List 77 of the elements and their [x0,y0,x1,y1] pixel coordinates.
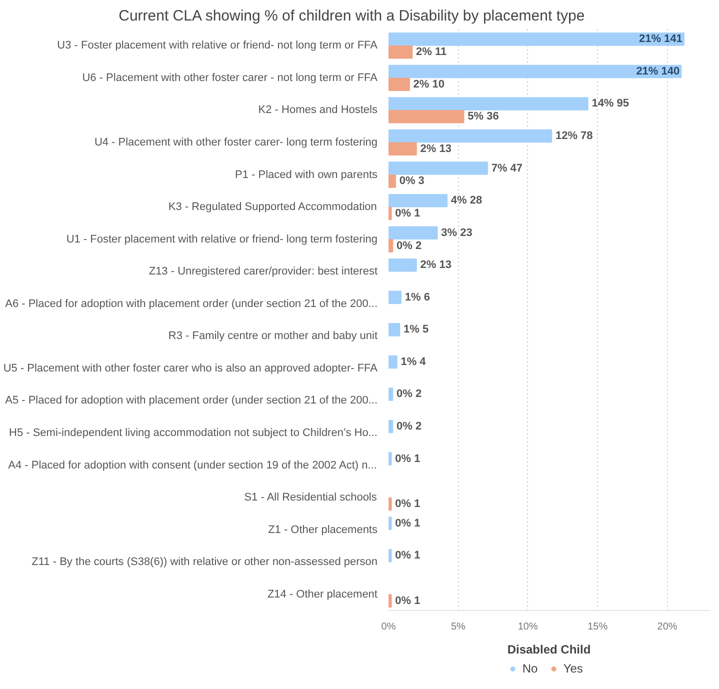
data-label: 3% 23 [441,226,472,239]
y-tick-label: Z13 - Unregistered carer/provider: best interest [148,266,378,278]
bar [388,194,448,208]
data-label: 1% 5 [404,324,429,336]
data-label: 0% 2 [396,420,422,433]
y-tick-label: U6 - Placement with other foster carer - not long term or FFA [82,72,378,84]
data-label: 0% 1 [395,550,420,562]
legend-label: Yes [563,662,584,676]
x-tick-label: 20% [657,622,678,632]
data-label: 21% 141 [638,33,682,46]
x-tick-label: 15% [588,622,608,632]
y-tick-label: K2 - Homes and Hostels [258,104,378,116]
bar [388,78,410,92]
bar [388,206,392,220]
y-tick-label: U5 - Placement with other foster carer who is also an approved adopter- FFA [3,362,378,374]
data-label: 12% 78 [555,130,593,142]
bar [388,420,394,434]
bar [388,110,464,124]
data-label: 0% 3 [399,175,424,188]
data-label: 1% 4 [400,356,427,368]
chart-title: Current CLA showing % of children with a Disability by placement type [118,8,585,24]
data-label: 7% 47 [491,162,523,174]
bar [388,355,398,369]
bar [388,174,396,188]
bar [388,323,400,336]
y-tick-label: Z1 - Other placements [268,524,378,536]
data-label: 2% 13 [420,259,452,272]
data-label: 0% 1 [395,517,420,530]
data-label: 2% 11 [416,46,447,58]
bar [388,226,438,240]
bar [388,142,417,156]
x-tick-label: 0% [381,622,396,632]
data-label: 0% 1 [395,498,420,510]
data-label: 0% 2 [396,240,422,252]
bar [388,32,685,46]
y-tick-label: A6 - Placed for adoption with placement order (under section 21 of the 200... [5,298,378,310]
bar [388,64,682,78]
y-tick-label: Z11 - By the courts (S38(6)) with relative or other non-assessed person [32,556,378,568]
bar [388,162,488,175]
bar [388,516,392,530]
bar [388,548,392,562]
data-label: 21% 140 [636,65,680,78]
bar [388,497,392,511]
bar [388,129,552,143]
y-tick-label: U3 - Foster placement with relative or friend- not long term or FFA [57,40,378,52]
x-tick-label: 5% [450,622,466,632]
y-tick-label: Z14 - Other placement [267,588,378,600]
y-tick-label: U4 - Placement with other foster carer- long term fostering [94,136,378,148]
data-label: 4% 28 [450,194,482,207]
bar [388,290,402,304]
y-tick-label: U1 - Foster placement with relative or friend- long term fostering [66,233,378,246]
bar [388,97,588,110]
bar [388,258,417,272]
data-label: 0% 2 [396,388,422,400]
data-label: 2% 10 [413,78,444,90]
bar [388,239,394,252]
data-label: 1% 6 [404,291,430,304]
y-tick-label: S1 - All Residential schools [244,492,378,504]
y-tick-label: R3 - Family centre or mother and baby unit [168,330,378,342]
bar [388,388,394,401]
bar [388,452,392,466]
bar [388,45,413,59]
y-tick-label: P1 - Placed with own parents [235,168,378,181]
x-tick-label: 10% [518,622,538,632]
y-tick-label: A4 - Placed for adoption with consent (under section 19 of the 2002 Act) n... [8,459,377,472]
data-label: 0% 1 [395,207,420,220]
data-label: 2% 13 [420,142,452,155]
legend-label: No [522,662,539,676]
data-label: 5% 36 [468,110,499,123]
data-label: 0% 1 [395,594,420,607]
y-tick-label: K3 - Regulated Supported Accommodation [168,201,377,214]
bar [388,594,392,608]
data-label: 14% 95 [592,98,630,110]
y-tick-label: A5 - Placed for adoption with placement order (under section 21 of the 200... [5,394,378,407]
y-tick-label: H5 - Semi-independent living accommodation not subject to Children’s Ho... [9,426,378,439]
legend-title: Disabled Child [507,642,591,656]
data-label: 0% 1 [395,452,420,465]
